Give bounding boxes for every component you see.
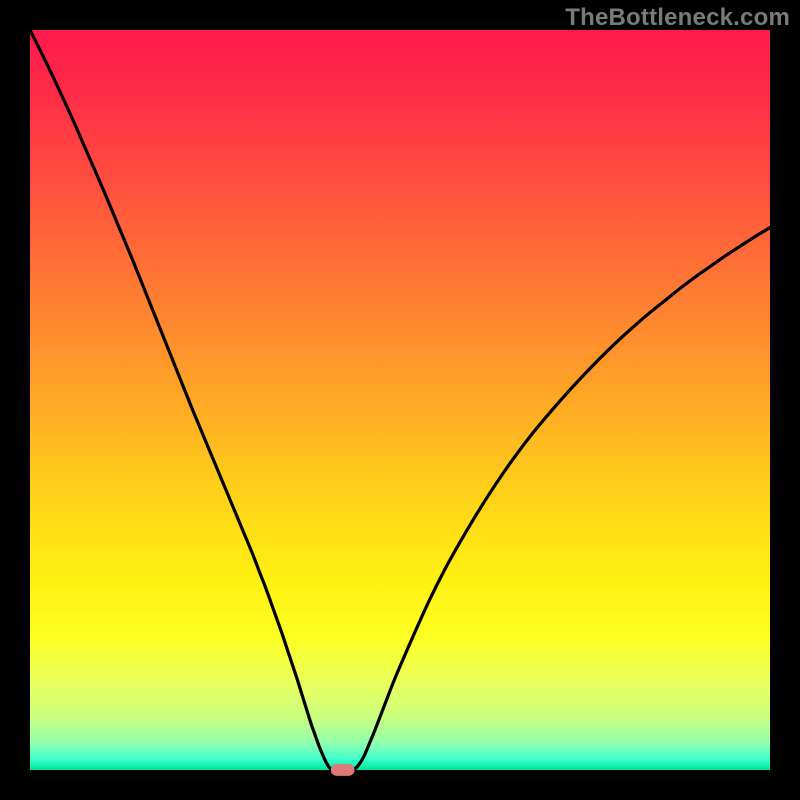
plot-background (30, 30, 770, 770)
optimal-marker (331, 764, 355, 776)
chart-root: TheBottleneck.com (0, 0, 800, 800)
watermark-label: TheBottleneck.com (565, 4, 790, 32)
chart-svg (0, 0, 800, 800)
